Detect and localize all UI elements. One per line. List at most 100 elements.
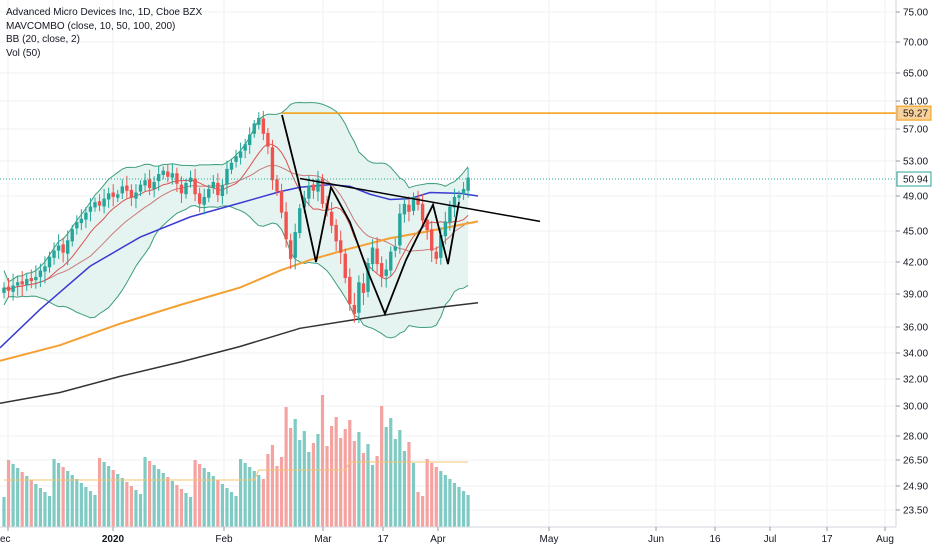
- candle-body: [184, 182, 188, 195]
- candle-body: [443, 221, 448, 237]
- volume-bar: [239, 459, 243, 527]
- volume-bar: [25, 476, 29, 527]
- volume-bar: [157, 469, 161, 527]
- candle-body: [243, 144, 247, 151]
- candle-body: [279, 190, 284, 213]
- volume-bar: [461, 491, 466, 527]
- candle-body: [361, 283, 366, 293]
- volume-bar: [466, 495, 470, 527]
- candle-body: [452, 196, 457, 208]
- candle-body: [152, 182, 156, 189]
- candle-body: [147, 179, 152, 189]
- volume-bar: [389, 418, 393, 527]
- volume-bar: [207, 472, 211, 527]
- volume-bar: [152, 465, 156, 527]
- candle-body: [343, 253, 347, 278]
- legend-title[interactable]: Advanced Micro Devices Inc, 1D, Cboe BZX: [6, 7, 203, 18]
- candle-body: [161, 170, 165, 175]
- candle-body: [143, 180, 147, 186]
- volume-bar: [434, 467, 438, 527]
- volume-bar: [129, 486, 133, 527]
- candle-body: [302, 197, 306, 208]
- volume-bar: [125, 482, 129, 527]
- volume-bar: [293, 419, 297, 527]
- volume-bar: [116, 474, 120, 527]
- volume-bar: [407, 442, 411, 527]
- candle-body: [366, 263, 370, 292]
- candle-body: [38, 270, 43, 277]
- candle-body: [134, 192, 138, 199]
- volume-bar: [220, 484, 224, 527]
- volume-bar: [284, 407, 288, 527]
- price-tick-label: 61.00: [903, 97, 928, 108]
- time-axis[interactable]: ec 2020 Feb Mar 17 Apr May Jun 16 Jul 17 Aug: [0, 526, 896, 545]
- volume-bar: [161, 473, 165, 527]
- bb-fill: [4, 102, 469, 338]
- volume-bar: [421, 496, 425, 527]
- candle-body: [229, 162, 234, 170]
- volume-bar: [43, 492, 47, 527]
- volume-bar: [120, 478, 124, 527]
- volume-bar: [302, 431, 306, 527]
- candle-body: [420, 203, 425, 221]
- price-tick-label: 34.00: [903, 349, 928, 360]
- price-tick-label: 24.90: [903, 482, 928, 493]
- price-tick-label: 57.00: [903, 125, 928, 136]
- price-tick-label: 23.50: [903, 506, 928, 517]
- volume-bar: [275, 466, 279, 527]
- price-tick-label: 70.00: [903, 38, 928, 49]
- volume-bar: [134, 490, 138, 527]
- candle-body: [129, 189, 134, 198]
- volume-bar: [38, 488, 42, 527]
- legend-bollinger[interactable]: BB (20, close, 2): [6, 34, 80, 45]
- volume-bar: [380, 406, 384, 527]
- volume-bar: [170, 481, 174, 527]
- legend-mavcombo[interactable]: MAVCOMBO (close, 10, 50, 100, 200): [6, 20, 176, 32]
- candle-body: [70, 229, 74, 242]
- candle-body: [416, 197, 420, 205]
- candle-body: [320, 178, 325, 204]
- candle-body: [2, 287, 6, 293]
- candle-body: [34, 276, 38, 281]
- candle-body: [466, 177, 470, 191]
- candle-body: [11, 285, 15, 292]
- candle-body: [402, 203, 407, 215]
- candle-body: [261, 118, 266, 134]
- volume-bar: [2, 497, 6, 527]
- volume-bar: [339, 438, 343, 527]
- volume-bar: [29, 480, 33, 527]
- bb-lower-line: [3, 204, 469, 339]
- candle-body: [425, 219, 429, 231]
- candle-body: [334, 224, 338, 242]
- legend-volume[interactable]: Vol (50): [6, 47, 41, 59]
- candle-body: [375, 248, 379, 265]
- volume-bar: [216, 480, 220, 527]
- time-tick-label: Jun: [648, 534, 664, 545]
- time-tick-label: May: [540, 534, 559, 545]
- candle-body: [193, 178, 197, 195]
- pattern-annotations[interactable]: [0, 112, 896, 317]
- volume-bar: [439, 471, 443, 527]
- price-axis[interactable]: 75.00 70.00 65.00 61.00 57.00 53.00 49.00 45.00…: [895, 0, 932, 527]
- candle-body: [270, 147, 275, 181]
- time-tick-label: 17: [821, 534, 833, 545]
- candle-body: [43, 266, 47, 272]
- volume-bar: [411, 463, 416, 527]
- volume-bar: [148, 461, 152, 527]
- candle-body: [61, 244, 65, 253]
- volume-bar: [52, 459, 56, 527]
- candle-body: [370, 247, 375, 265]
- candle-body: [348, 276, 352, 304]
- candlesticks[interactable]: [2, 110, 470, 324]
- volume-bar: [375, 456, 379, 527]
- candle-body: [311, 184, 316, 191]
- volume-bar: [316, 434, 320, 527]
- candle-body: [434, 251, 438, 259]
- volume-bar: [457, 487, 461, 527]
- candle-body: [157, 174, 161, 182]
- volume-bar: [20, 472, 24, 527]
- price-tick-label: 75.00: [903, 8, 928, 19]
- volume-bar: [361, 453, 366, 527]
- volume-bar: [443, 475, 447, 527]
